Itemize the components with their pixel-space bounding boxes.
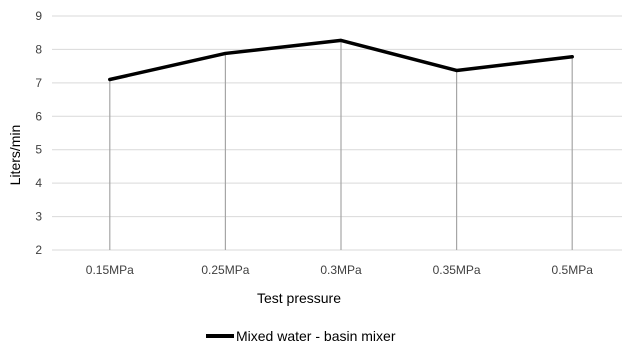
y-axis-title: Liters/min [7, 125, 23, 186]
y-tick-label: 7 [35, 76, 42, 90]
legend-label: Mixed water - basin mixer [236, 328, 396, 344]
drop-lines [109, 40, 573, 250]
y-tick-labels: 2 3 4 5 6 7 8 9 [35, 9, 42, 257]
x-tick-label: 0.25MPa [201, 263, 249, 277]
x-tick-label: 0.15MPa [86, 263, 134, 277]
y-tick-label: 3 [35, 210, 42, 224]
horizontal-gridlines [52, 15, 622, 251]
x-tick-labels: 0.15MPa 0.25MPa 0.3MPa 0.35MPa 0.5MPa [86, 263, 593, 277]
y-tick-label: 5 [35, 143, 42, 157]
x-tick-label: 0.35MPa [433, 263, 481, 277]
y-tick-label: 4 [35, 176, 42, 190]
data-point [108, 78, 112, 82]
series-group [108, 38, 574, 82]
y-tick-label: 8 [35, 42, 42, 56]
y-tick-label: 2 [35, 243, 42, 257]
data-point [339, 38, 343, 42]
data-point [570, 55, 574, 59]
data-point [223, 51, 227, 55]
y-tick-label: 6 [35, 109, 42, 123]
x-tick-label: 0.5MPa [552, 263, 594, 277]
x-tick-label: 0.3MPa [320, 263, 362, 277]
x-axis-title: Test pressure [257, 290, 341, 306]
data-point [455, 68, 459, 72]
y-tick-label: 9 [35, 9, 42, 23]
legend: Mixed water - basin mixer [206, 328, 396, 344]
